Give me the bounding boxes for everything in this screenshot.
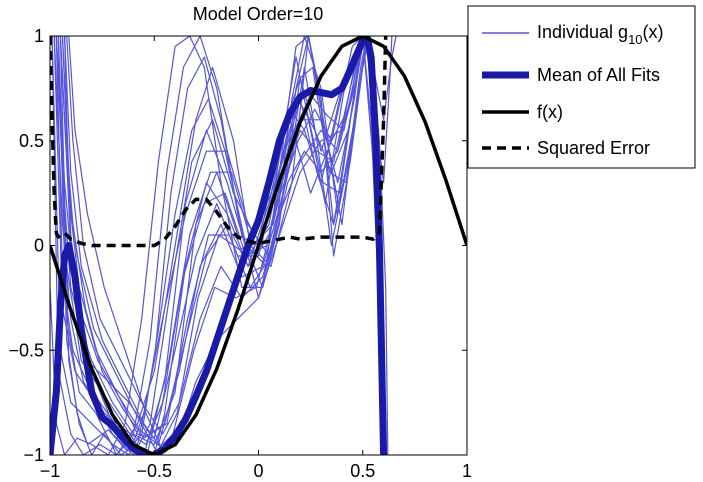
legend-label-mean: Mean of All Fits	[537, 65, 660, 85]
legend: Individual g10(x) Mean of All Fits f(x) …	[467, 5, 696, 169]
individual-fit-line-17	[61, 36, 364, 448]
individual-fit-line-7	[57, 36, 368, 455]
individual-fit-line-10	[53, 36, 364, 446]
individual-fit-line-19	[50, 36, 368, 455]
x-axis: −1 −0.5 0 0.5 1	[40, 36, 472, 481]
x-tick-label-1: −0.5	[136, 461, 172, 481]
legend-label-individual: Individual g10(x)	[537, 22, 664, 47]
y-tick-label-4: 1	[34, 26, 44, 46]
x-tick-label-3: 0.5	[350, 461, 375, 481]
x-tick-label-4: 1	[462, 461, 472, 481]
y-axis: −1 −0.5 0 0.5 1	[8, 26, 467, 465]
individual-fit-line-13	[59, 36, 366, 439]
legend-label-fx: f(x)	[537, 102, 563, 122]
x-tick-label-2: 0	[253, 461, 263, 481]
individual-fit-line-15	[64, 36, 366, 452]
x-tick-label-0: −1	[40, 461, 61, 481]
individual-fit-line-4	[61, 36, 364, 439]
y-tick-label-0: −1	[23, 445, 44, 465]
squared-error-line	[50, 36, 388, 248]
y-tick-label-2: 0	[34, 236, 44, 256]
y-tick-label-3: 0.5	[19, 131, 44, 151]
fx-line	[50, 36, 467, 455]
individual-fit-line-5	[51, 36, 368, 455]
legend-label-sqerr: Squared Error	[537, 138, 650, 158]
individual-fit-line-12	[51, 36, 368, 455]
main-series-layer	[50, 36, 467, 455]
y-tick-label-1: −0.5	[8, 340, 44, 360]
chart-title: Model Order=10	[193, 4, 324, 24]
